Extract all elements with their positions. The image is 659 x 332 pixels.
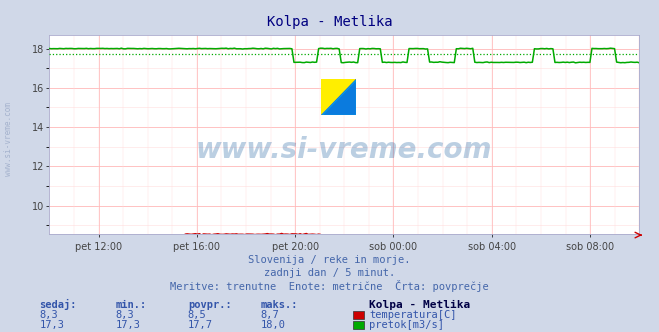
Polygon shape: [321, 79, 356, 115]
Text: Kolpa - Metlika: Kolpa - Metlika: [267, 15, 392, 29]
Polygon shape: [321, 79, 356, 115]
Text: povpr.:: povpr.:: [188, 300, 231, 310]
Text: 18,0: 18,0: [260, 320, 285, 330]
Text: 17,3: 17,3: [40, 320, 65, 330]
Text: 17,7: 17,7: [188, 320, 213, 330]
Text: www.si-vreme.com: www.si-vreme.com: [4, 103, 13, 176]
Text: www.si-vreme.com: www.si-vreme.com: [196, 136, 492, 164]
Text: 8,5: 8,5: [188, 310, 206, 320]
Text: 8,3: 8,3: [40, 310, 58, 320]
Text: 8,7: 8,7: [260, 310, 279, 320]
Polygon shape: [321, 79, 356, 115]
Text: sedaj:: sedaj:: [40, 299, 77, 310]
Text: temperatura[C]: temperatura[C]: [369, 310, 457, 320]
Text: pretok[m3/s]: pretok[m3/s]: [369, 320, 444, 330]
Text: Slovenija / reke in morje.: Slovenija / reke in morje.: [248, 255, 411, 265]
Text: 17,3: 17,3: [115, 320, 140, 330]
Text: maks.:: maks.:: [260, 300, 298, 310]
Text: min.:: min.:: [115, 300, 146, 310]
Text: zadnji dan / 5 minut.: zadnji dan / 5 minut.: [264, 268, 395, 278]
Text: 8,3: 8,3: [115, 310, 134, 320]
Text: Meritve: trenutne  Enote: metrične  Črta: povprečje: Meritve: trenutne Enote: metrične Črta: …: [170, 280, 489, 292]
Text: Kolpa - Metlika: Kolpa - Metlika: [369, 300, 471, 310]
